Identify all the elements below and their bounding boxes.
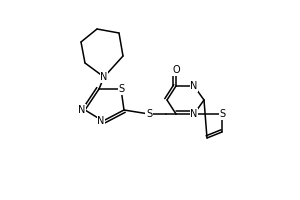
Text: N: N [100,72,108,82]
Text: N: N [190,81,198,91]
Text: N: N [78,105,85,115]
Text: S: S [219,109,226,119]
Text: O: O [172,65,180,75]
Text: S: S [118,84,125,94]
Text: N: N [97,116,105,126]
Text: S: S [146,109,152,119]
Text: N: N [190,109,198,119]
